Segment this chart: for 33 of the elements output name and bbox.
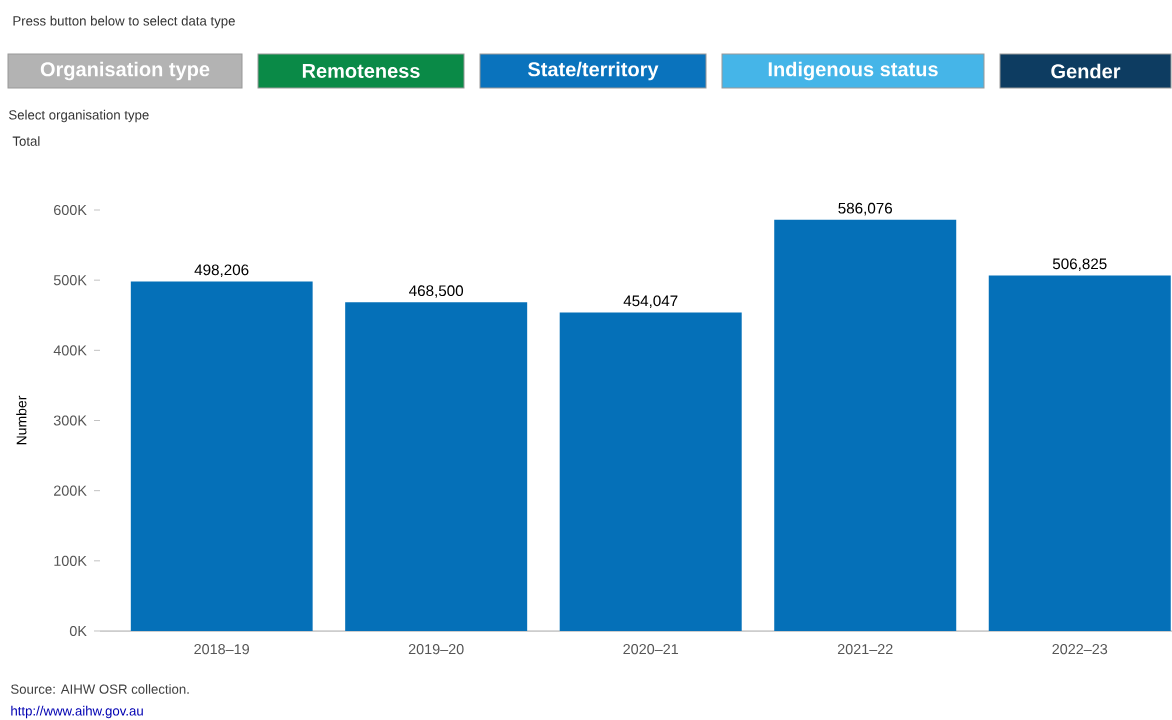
y-tick-label: 500K [53,275,87,286]
y-tick-label: 600K [54,204,87,216]
bar [345,302,528,631]
y-tick-label: 400K [53,345,87,356]
source-note: Source: AIHW OSR collection. [11,684,189,694]
text: State/territory [528,61,659,81]
x-tick-label: 2020–21 [623,644,679,655]
y-tick-label: 300K [53,415,87,426]
x-tick-label: 2022–23 [1052,644,1108,655]
data-label: 498,206 [194,264,249,278]
text: Indigenous status [768,61,938,81]
x-tick-label: 2019–20 [408,644,464,655]
data-label: 468,500 [409,285,464,298]
data-label: 586,076 [838,202,893,216]
bar [774,219,957,631]
x-tick-label: 2018–19 [194,644,249,655]
x-tick-label: 2021–22 [837,644,893,655]
text: Total [12,136,40,146]
y-tick-label: 100K [54,555,87,566]
text: http://www.aihw.gov.au [11,705,143,719]
bar [559,312,742,631]
y-tick-label: 200K [54,485,87,496]
data-label: 506,825 [1052,258,1107,271]
text: Press button below to select data type [13,15,235,29]
y-axis-title: Number [16,395,27,445]
text: Select organisation type [9,109,149,123]
y-tick-label: 0K [69,625,87,637]
bar [988,275,1171,631]
data-label: 454,047 [623,295,678,309]
text: Gender [1051,63,1121,79]
text: Remoteness [302,64,420,78]
text: Organisation type [40,61,210,81]
bar [130,281,313,631]
